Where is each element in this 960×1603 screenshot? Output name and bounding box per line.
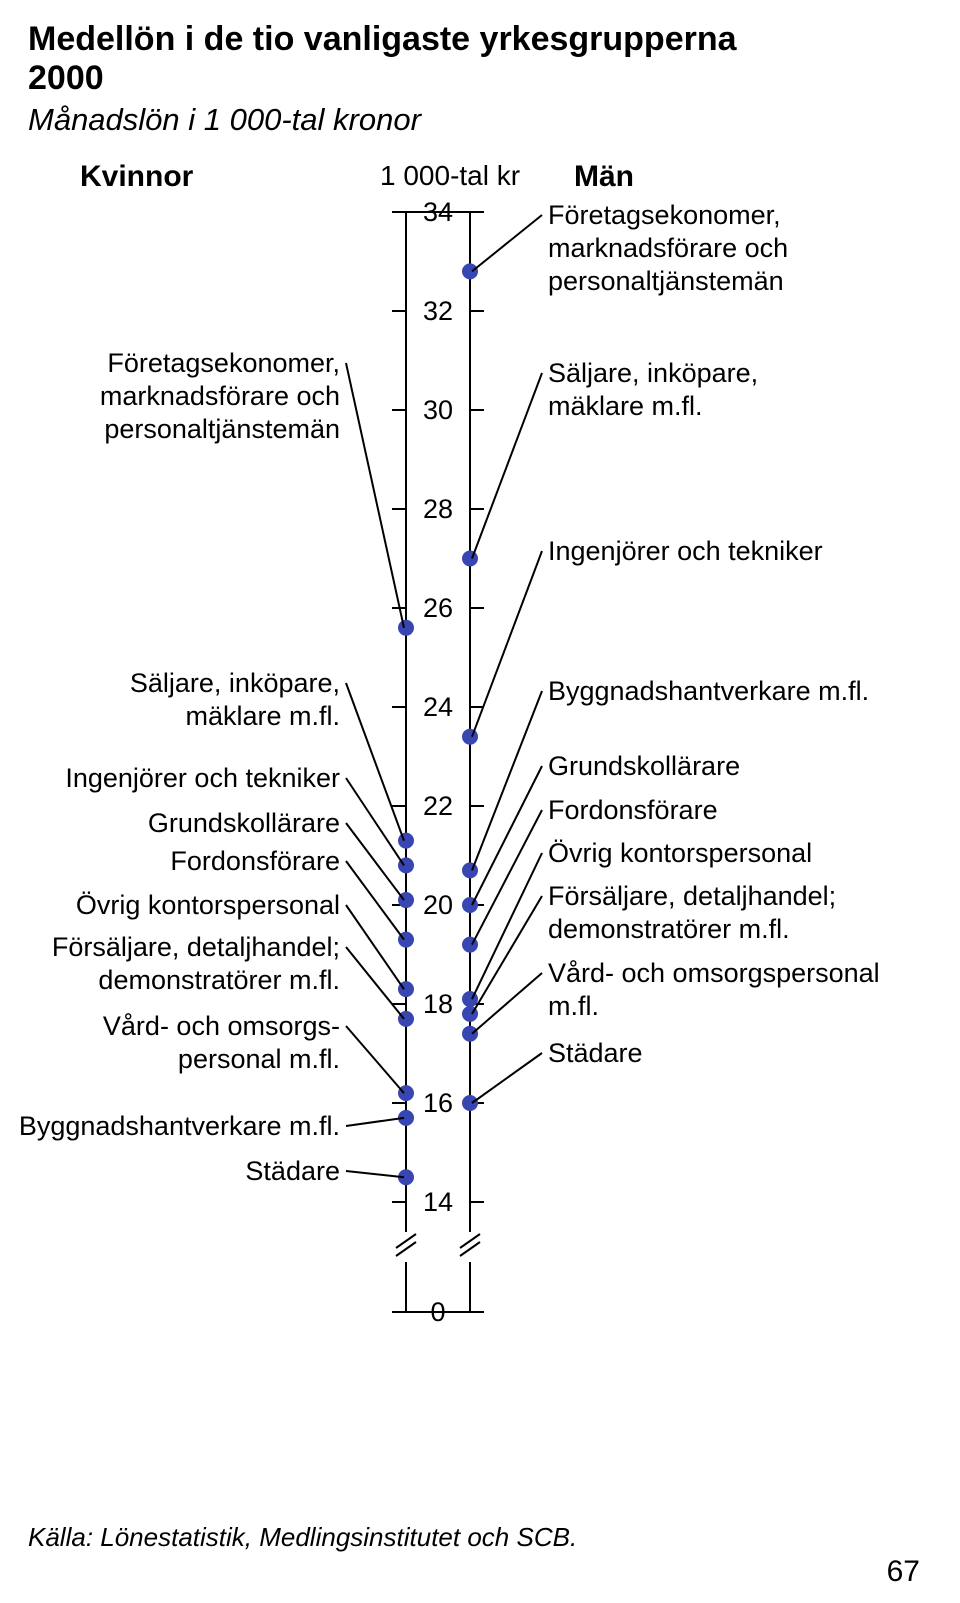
category-label: marknadsförare och <box>548 233 788 263</box>
category-label: Vård- och omsorgs- <box>103 1011 340 1041</box>
ytick-label: 34 <box>423 197 453 227</box>
data-dot <box>462 862 478 878</box>
ytick-label: 18 <box>423 989 453 1019</box>
ytick-label: 26 <box>423 593 453 623</box>
category-label: Säljare, inköpare, <box>130 668 340 698</box>
category-label: Vård- och omsorgspersonal <box>548 958 880 988</box>
category-label: Företagsekonomer, <box>107 348 340 378</box>
data-dot <box>462 1095 478 1111</box>
chart-svg: 34 32 30 28 26 24 22 20 18 16 14 0 Företagsekonomer,… <box>0 192 960 1452</box>
category-label: Städare <box>245 1156 340 1186</box>
ytick-label: 14 <box>423 1187 453 1217</box>
ytick-label: 0 <box>430 1297 445 1327</box>
category-label: Fordonsförare <box>548 795 718 825</box>
data-dot <box>462 1026 478 1042</box>
category-label: personal m.fl. <box>178 1044 340 1074</box>
category-label: Övrig kontorspersonal <box>548 838 812 868</box>
ytick-label: 22 <box>423 791 453 821</box>
ytick-label: 24 <box>423 692 453 722</box>
category-label: Byggnadshantverkare m.fl. <box>19 1111 340 1141</box>
category-label: personaltjänstemän <box>548 266 784 296</box>
category-label: Säljare, inköpare, <box>548 358 758 388</box>
category-label: mäklare m.fl. <box>185 701 340 731</box>
data-dot <box>462 729 478 745</box>
category-label: Ingenjörer och tekniker <box>65 763 340 793</box>
category-label: Fordonsförare <box>170 846 340 876</box>
category-label: personaltjänstemän <box>104 414 340 444</box>
ytick-label: 32 <box>423 296 453 326</box>
ytick-label: 20 <box>423 890 453 920</box>
ytick-label: 30 <box>423 395 453 425</box>
category-label: Försäljare, detaljhandel; <box>548 881 836 911</box>
header-man: Män <box>574 160 634 194</box>
data-dot <box>462 263 478 279</box>
header-kvinnor: Kvinnor <box>80 160 193 194</box>
category-label: Städare <box>548 1038 643 1068</box>
source-text: Källa: Lönestatistik, Medlingsinstitutet… <box>28 1522 577 1553</box>
category-label: Försäljare, detaljhandel; <box>52 932 340 962</box>
data-dot <box>462 551 478 567</box>
chart-subtitle: Månadslön i 1 000-tal kronor <box>28 102 932 138</box>
category-label: marknadsförare och <box>100 381 340 411</box>
page-number: 67 <box>887 1555 920 1589</box>
category-label: demonstratörer m.fl. <box>548 914 790 944</box>
category-label: Byggnadshantverkare m.fl. <box>548 676 869 706</box>
page: Medellön i de tio vanligaste yrkesgruppe… <box>0 0 960 1603</box>
category-label: Ingenjörer och tekniker <box>548 536 823 566</box>
header-center: 1 000-tal kr <box>380 160 520 192</box>
ytick-label: 16 <box>423 1088 453 1118</box>
category-label: Övrig kontorspersonal <box>76 890 340 920</box>
title-line2: 2000 <box>28 59 104 97</box>
category-label: mäklare m.fl. <box>548 391 703 421</box>
data-dot <box>398 833 414 849</box>
chart: 34 32 30 28 26 24 22 20 18 16 14 0 Företagsekonomer,… <box>0 192 960 1452</box>
category-label: Grundskollärare <box>148 808 340 838</box>
category-label: Grundskollärare <box>548 751 740 781</box>
ytick-label: 28 <box>423 494 453 524</box>
category-label: m.fl. <box>548 991 599 1021</box>
category-label: Företagsekonomer, <box>548 200 781 230</box>
category-label: demonstratörer m.fl. <box>98 965 340 995</box>
title-line1: Medellön i de tio vanligaste yrkesgruppe… <box>28 20 737 58</box>
chart-title: Medellön i de tio vanligaste yrkesgruppe… <box>28 20 932 98</box>
data-dot <box>398 620 414 636</box>
